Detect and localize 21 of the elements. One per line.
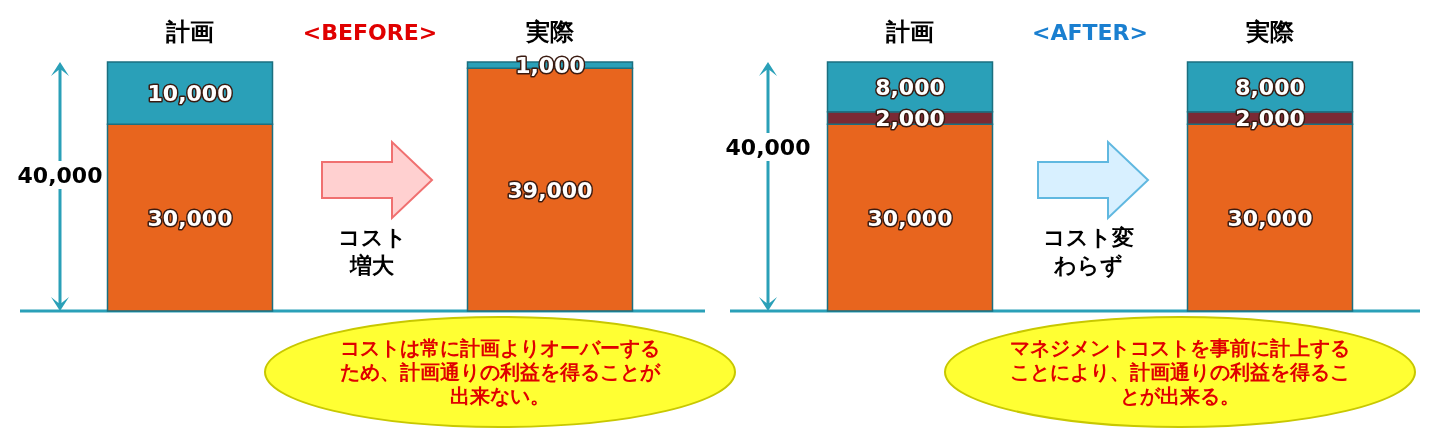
annotation: 40,000 — [725, 135, 811, 160]
data-label: 2,000 — [875, 106, 945, 132]
x-tick-label: 計画 — [165, 18, 214, 46]
data-label: 8,000 — [1235, 74, 1305, 100]
data-label: 30,000 — [147, 205, 233, 231]
text: マネジメントコストを事前に計上することにより、計画通りの利益を得ることが出来る。 — [1010, 336, 1350, 408]
data-label: 30,000 — [867, 205, 953, 231]
data-label: 30,000 — [1227, 205, 1313, 231]
chart-title: <AFTER> — [1032, 20, 1148, 45]
data-label: 2,000 — [1235, 106, 1305, 132]
chart-title: <BEFORE> — [302, 20, 438, 45]
x-tick-label: 実際 — [525, 18, 575, 46]
data-label: 8,000 — [875, 74, 945, 100]
annotation: コスト増大 — [337, 225, 407, 278]
data-label: 39,000 — [507, 177, 593, 203]
x-tick-label: 実際 — [1245, 18, 1295, 46]
data-label: 10,000 — [147, 81, 233, 107]
x-tick-label: 計画 — [885, 18, 934, 46]
annotation: 40,000 — [17, 163, 103, 188]
text: コストは常に計画よりオーバーするため、計画通りの利益を得ることが出来ない。 — [340, 336, 661, 408]
annotation: コスト変わらず — [1042, 225, 1134, 279]
